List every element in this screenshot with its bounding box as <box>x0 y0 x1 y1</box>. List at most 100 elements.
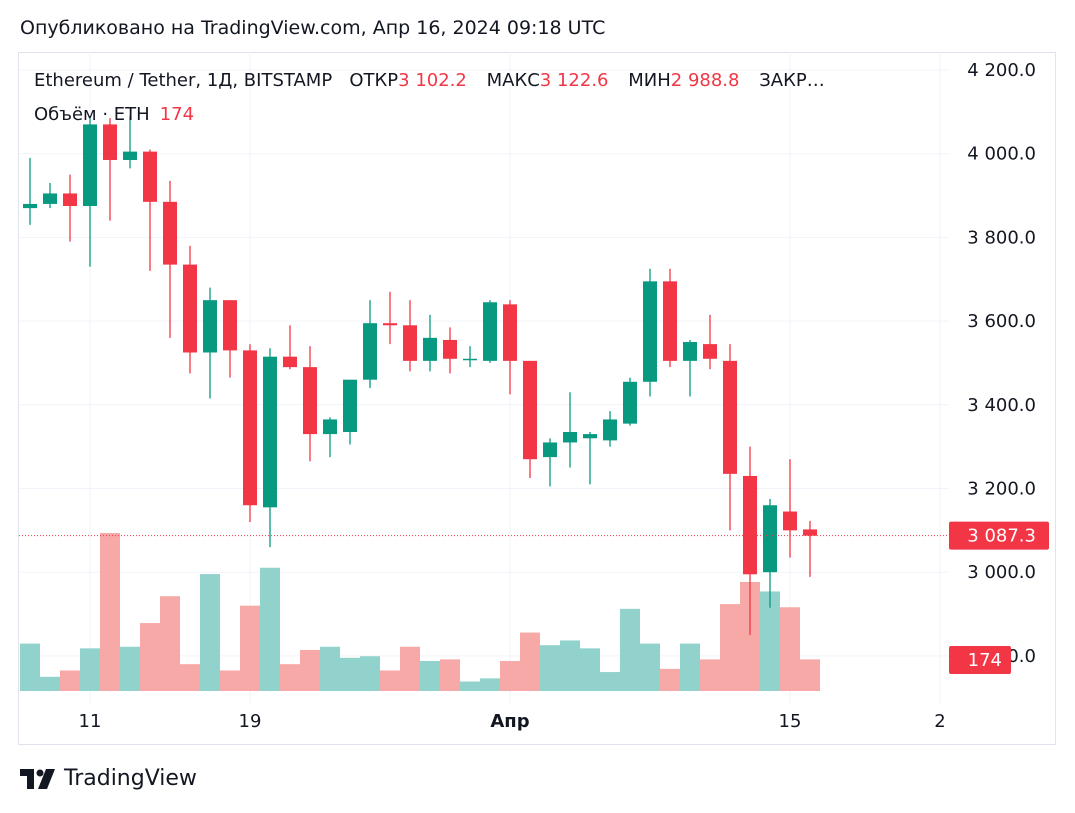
volume-value: 174 <box>159 104 195 125</box>
volume-bar <box>160 596 180 691</box>
volume-bar <box>320 646 340 691</box>
candle-body <box>803 529 817 536</box>
low-label: МИН <box>628 70 671 91</box>
y-tick-label: 3 800.0 <box>967 227 1036 248</box>
y-tick-label: 4 200.0 <box>967 60 1036 81</box>
symbol-label[interactable]: Ethereum / Tether, 1Д, BITSTAMP <box>34 70 333 91</box>
volume-bar <box>700 659 720 691</box>
volume-bar <box>220 670 240 691</box>
candle-body <box>103 124 117 160</box>
chart-frame[interactable] <box>18 52 1056 745</box>
volume-bar <box>60 670 80 691</box>
candle-body <box>723 360 737 474</box>
candle-body <box>243 350 257 506</box>
volume-bar <box>600 672 620 691</box>
volume-bar <box>240 605 260 691</box>
candle-body <box>83 124 97 207</box>
high-value: 3 122.6 <box>539 70 609 91</box>
candle-body <box>143 151 157 202</box>
high-label: МАКС <box>486 70 540 91</box>
volume-bar <box>260 567 280 691</box>
volume-label[interactable]: Объём · ETH <box>34 104 150 125</box>
volume-bar <box>140 623 160 691</box>
volume-bar <box>680 643 700 691</box>
volume-bar <box>20 643 40 691</box>
volume-bar <box>500 660 520 691</box>
volume-bar <box>480 678 500 691</box>
volume-bar <box>740 581 760 691</box>
volume-bar <box>80 648 100 691</box>
candle-body <box>123 151 137 160</box>
y-tick-label: 3 600.0 <box>967 311 1036 332</box>
candle-body <box>523 360 537 460</box>
volume-badge-label: 174 <box>968 650 1002 671</box>
ohlc-legend: Ethereum / Tether, 1Д, BITSTAMP ОТКР3 10… <box>34 70 825 91</box>
last-price-label: 3 087.3 <box>967 526 1036 547</box>
candle-body <box>43 193 57 204</box>
volume-bar <box>340 657 360 691</box>
candle-body <box>703 344 717 359</box>
candle-body <box>623 381 637 424</box>
candle-body <box>183 264 197 353</box>
low-value: 2 988.8 <box>670 70 740 91</box>
volume-bar <box>120 646 140 691</box>
volume-bar <box>640 643 660 691</box>
brand-name: TradingView <box>64 766 197 791</box>
volume-bar <box>580 648 600 691</box>
x-tick-label: 11 <box>79 711 102 732</box>
candle-body <box>283 356 297 368</box>
candle-body <box>383 323 397 326</box>
candle-body <box>683 342 697 361</box>
candle-body <box>463 358 477 361</box>
volume-bar <box>100 533 120 691</box>
candle-body <box>443 339 457 359</box>
candle-body <box>323 419 337 435</box>
candle-body <box>263 356 277 508</box>
close-label: ЗАКР… <box>759 70 825 91</box>
candle-body <box>423 337 437 361</box>
volume-bar <box>200 574 220 691</box>
volume-bar <box>720 604 740 691</box>
x-tick-label: 2 <box>934 711 945 732</box>
volume-bar <box>440 659 460 691</box>
candle-body <box>663 281 677 361</box>
candle-body <box>343 379 357 433</box>
volume-bar <box>540 645 560 691</box>
volume-bar <box>760 591 780 691</box>
candle-body <box>23 203 37 209</box>
open-label: ОТКР <box>349 70 399 91</box>
candle-body <box>483 302 497 361</box>
candle-body <box>743 475 757 575</box>
candle-body <box>643 281 657 382</box>
volume-bar <box>400 646 420 691</box>
last-price-badge <box>949 521 1049 550</box>
volume-bar <box>300 649 320 691</box>
x-tick-label: 19 <box>239 711 262 732</box>
volume-bar <box>280 664 300 691</box>
candle-body <box>563 432 577 443</box>
volume-bar <box>620 608 640 691</box>
volume-bar <box>380 670 400 691</box>
candle-body <box>223 300 237 351</box>
candle-body <box>63 193 77 207</box>
volume-bar <box>360 656 380 691</box>
published-caption: Опубликовано на TradingView.com, Апр 16,… <box>20 17 606 39</box>
candle-body <box>783 511 797 531</box>
x-tick-label: Апр <box>490 711 529 732</box>
y-tick-label: 4 000.0 <box>967 144 1036 165</box>
candle-body <box>543 442 557 458</box>
volume-bar <box>780 607 800 691</box>
candle-body <box>763 505 777 573</box>
brand[interactable]: TradingView <box>20 766 197 791</box>
candle-body <box>303 367 317 435</box>
volume-bar <box>460 681 480 691</box>
volume-bar <box>180 664 200 691</box>
candle-body <box>203 300 217 353</box>
volume-legend: Объём · ETH 174 <box>34 104 194 125</box>
volume-bar <box>40 676 60 691</box>
y-tick-label: 3 400.0 <box>967 395 1036 416</box>
y-tick-label: 3 200.0 <box>967 479 1036 500</box>
volume-bar <box>520 632 540 691</box>
volume-bar <box>560 640 580 691</box>
